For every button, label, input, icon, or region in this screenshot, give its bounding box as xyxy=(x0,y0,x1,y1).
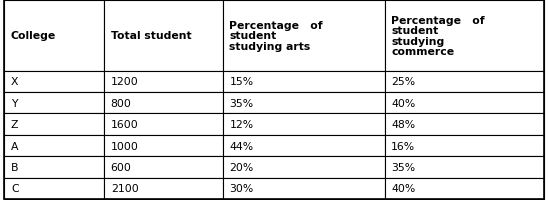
Bar xyxy=(4,93,104,114)
Text: 44%: 44% xyxy=(230,141,254,151)
Bar xyxy=(104,114,223,135)
Text: 2100: 2100 xyxy=(111,183,139,193)
Bar xyxy=(4,156,104,178)
Bar xyxy=(385,156,544,178)
Text: commerce: commerce xyxy=(391,47,454,57)
Bar xyxy=(104,135,223,156)
Bar xyxy=(385,114,544,135)
Bar xyxy=(4,114,104,135)
Text: 48%: 48% xyxy=(391,120,415,129)
Text: Total student: Total student xyxy=(111,31,191,41)
Bar xyxy=(104,1,223,71)
Bar xyxy=(4,178,104,199)
Bar xyxy=(223,71,385,93)
Text: 30%: 30% xyxy=(230,183,254,193)
Bar xyxy=(223,156,385,178)
Text: 35%: 35% xyxy=(391,162,415,172)
Bar xyxy=(4,135,104,156)
Text: 35%: 35% xyxy=(230,98,254,108)
Text: 40%: 40% xyxy=(391,183,415,193)
Bar xyxy=(385,1,544,71)
Text: student: student xyxy=(391,26,438,36)
Text: 40%: 40% xyxy=(391,98,415,108)
Text: Z: Z xyxy=(11,120,19,129)
Text: A: A xyxy=(11,141,19,151)
Text: 600: 600 xyxy=(111,162,132,172)
Text: student: student xyxy=(230,31,277,41)
Bar xyxy=(223,135,385,156)
Text: X: X xyxy=(11,77,19,87)
Bar xyxy=(104,93,223,114)
Bar xyxy=(385,71,544,93)
Bar xyxy=(4,1,104,71)
Text: C: C xyxy=(11,183,19,193)
Text: Y: Y xyxy=(11,98,18,108)
Text: 1600: 1600 xyxy=(111,120,139,129)
Text: College: College xyxy=(11,31,56,41)
Text: 16%: 16% xyxy=(391,141,415,151)
Bar xyxy=(223,114,385,135)
Text: 12%: 12% xyxy=(230,120,254,129)
Bar xyxy=(385,135,544,156)
Bar xyxy=(104,71,223,93)
Bar xyxy=(223,93,385,114)
Text: 800: 800 xyxy=(111,98,132,108)
Bar xyxy=(4,71,104,93)
Text: 25%: 25% xyxy=(391,77,415,87)
Text: 1000: 1000 xyxy=(111,141,139,151)
Bar xyxy=(223,178,385,199)
Bar xyxy=(104,178,223,199)
Text: 1200: 1200 xyxy=(111,77,139,87)
Bar xyxy=(385,93,544,114)
Text: Percentage   of: Percentage of xyxy=(230,21,323,31)
Text: studying: studying xyxy=(391,36,444,46)
Text: 20%: 20% xyxy=(230,162,254,172)
Bar xyxy=(104,156,223,178)
Text: B: B xyxy=(11,162,19,172)
Text: studying arts: studying arts xyxy=(230,42,311,52)
Bar xyxy=(385,178,544,199)
Text: 15%: 15% xyxy=(230,77,254,87)
Text: Percentage   of: Percentage of xyxy=(391,15,485,25)
Bar xyxy=(223,1,385,71)
